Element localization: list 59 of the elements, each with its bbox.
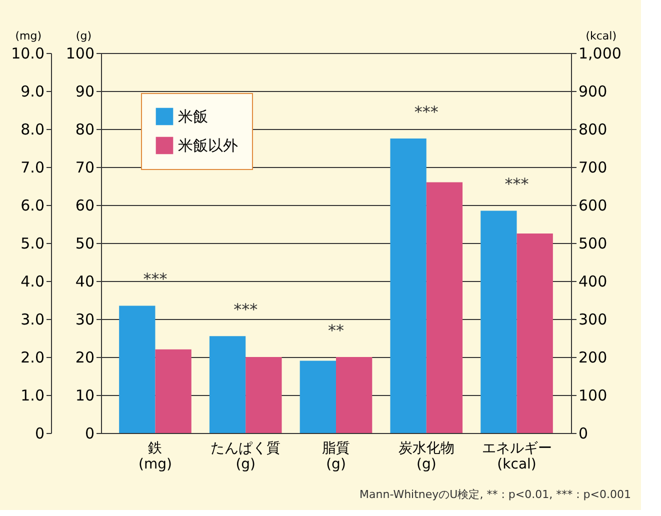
y-tick-label: 80 (75, 120, 94, 138)
bar (119, 306, 156, 433)
y3-tick-label: 10.0 (11, 44, 44, 62)
bar (300, 360, 336, 433)
y-axis-title: (g) (76, 30, 92, 42)
annotation: ** (328, 321, 344, 340)
y-tick-label: 100 (66, 44, 94, 62)
y-tick-label: 10 (75, 386, 94, 404)
y2-tick-label: 1,000 (578, 44, 622, 62)
y-tick-label: 60 (75, 196, 94, 214)
y2-tick-label: 500 (578, 234, 608, 252)
bar (390, 138, 426, 433)
bar (426, 182, 463, 433)
annotation: *** (234, 300, 258, 320)
bar (155, 349, 192, 433)
y2-tick-label: 200 (578, 348, 608, 366)
bar (246, 357, 282, 433)
bar (480, 210, 517, 433)
x-tick-label: たんぱく質 (g) (210, 440, 281, 472)
y-tick-label: 40 (75, 272, 94, 290)
y-tick-label: 30 (75, 310, 94, 328)
y2-tick-label: 700 (578, 158, 608, 176)
annotation: *** (504, 174, 529, 194)
y2-tick-label: 400 (578, 272, 608, 290)
x-tick-label: 脂質 (g) (322, 440, 350, 472)
y2-tick-label: 900 (578, 82, 608, 100)
y3-tick-label: 0 (34, 424, 44, 442)
y2-tick-label: 0 (578, 424, 588, 442)
y3-axis-title: (mg) (15, 30, 42, 42)
y3-tick-label: 8.0 (20, 120, 44, 138)
y3-tick-label: 2.0 (20, 348, 44, 366)
bar (336, 357, 372, 433)
bar (209, 336, 246, 433)
y-tick-label: 90 (75, 82, 94, 100)
x-tick-label: エネルギー (kcal) (482, 440, 552, 472)
y2-tick-label: 600 (578, 196, 608, 214)
y3-tick-label: 9.0 (20, 82, 44, 100)
y2-axis-title: (kcal) (586, 30, 616, 42)
text: Mann-WhitneyのU検定, ** : p<0.01, *** : p<0.001 (360, 488, 631, 501)
y-tick-label: 70 (75, 158, 94, 176)
y-tick-label: 0 (84, 424, 94, 442)
x-tick-label: 炭水化物 (g) (398, 440, 454, 472)
annotation: *** (143, 270, 168, 289)
y3-tick-label: 6.0 (20, 196, 44, 214)
y3-tick-label: 1.0 (20, 386, 44, 404)
annotation: *** (414, 102, 438, 122)
y-tick-label: 50 (75, 234, 94, 252)
y2-tick-label: 300 (578, 310, 608, 328)
y3-tick-label: 7.0 (20, 158, 44, 176)
y3-tick-label: 5.0 (20, 234, 44, 252)
y-tick-label: 20 (75, 348, 94, 366)
y3-tick-label: 4.0 (20, 272, 44, 290)
legend-label: 米飯 (178, 108, 208, 126)
x-tick-label: 鉄 (mg) (138, 440, 172, 472)
legend-label: 米飯以外 (178, 136, 238, 154)
bar (516, 234, 553, 433)
y3-tick-label: 3.0 (20, 310, 44, 328)
y2-tick-label: 100 (578, 386, 608, 404)
y2-tick-label: 800 (578, 120, 608, 138)
